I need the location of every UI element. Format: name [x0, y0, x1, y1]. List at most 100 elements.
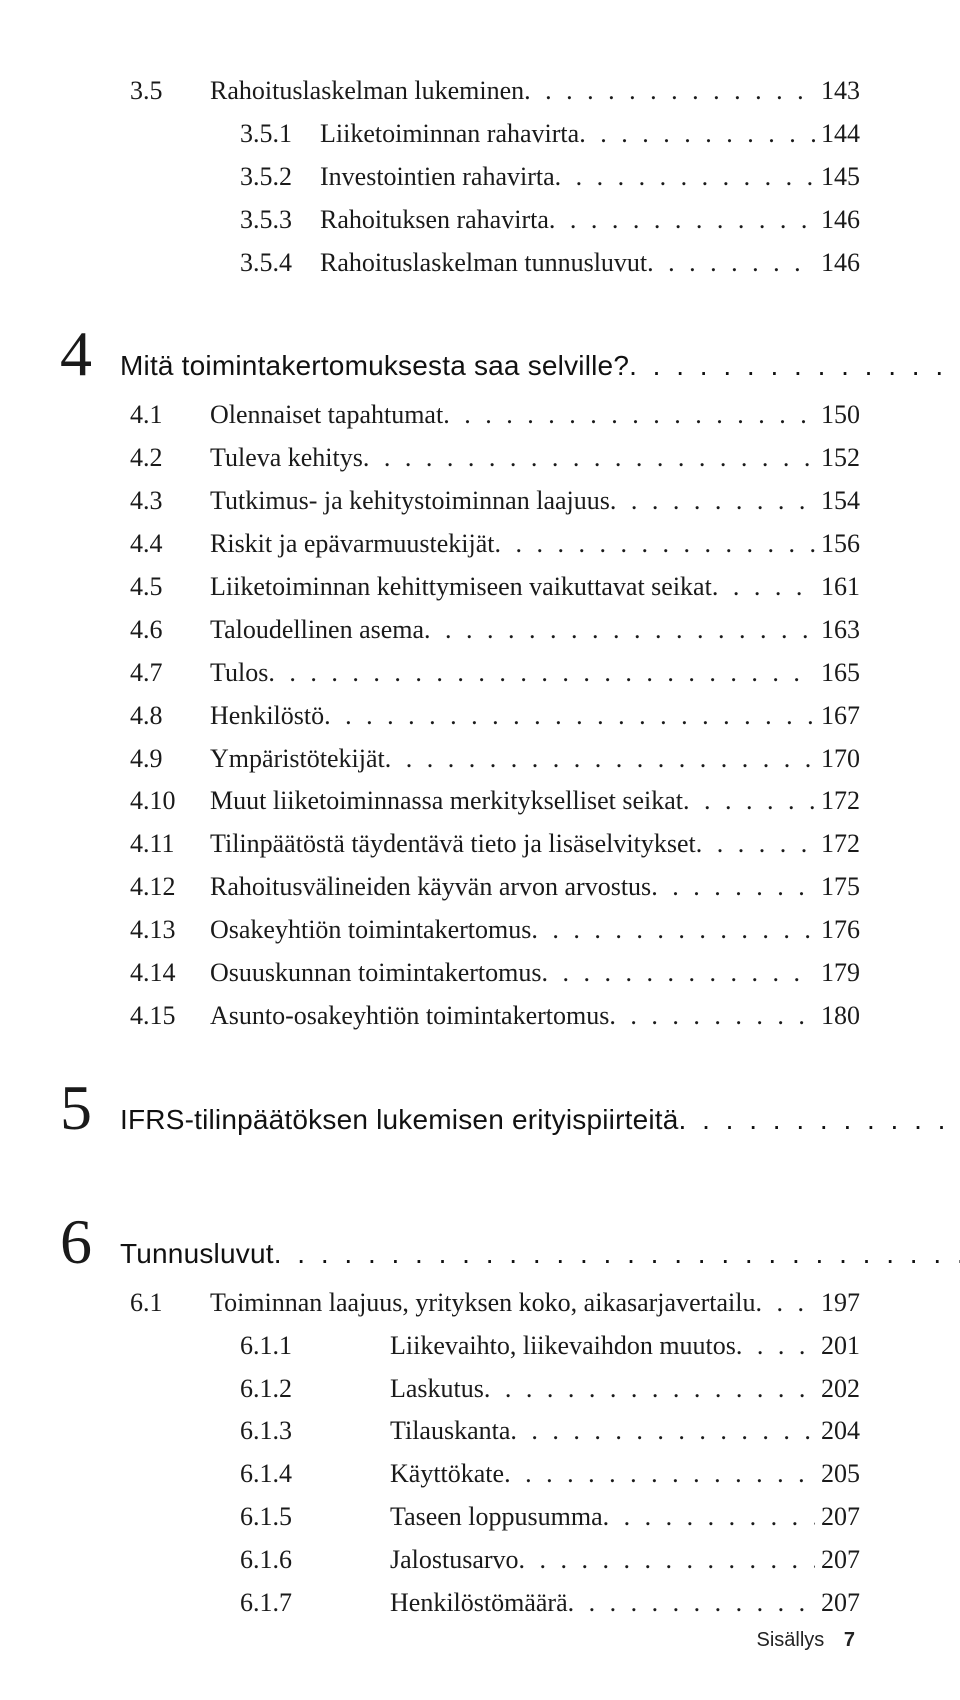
toc-title: Muut liiketoiminnassa merkitykselliset s…	[210, 780, 683, 823]
toc-title: Käyttökate	[390, 1453, 504, 1496]
toc-number: 6.1.4	[130, 1453, 390, 1496]
toc-row: 4.8Henkilöstö 167	[130, 695, 860, 738]
toc-row: 6.1.1Liikevaihto, liikevaihdon muutos201	[130, 1325, 860, 1368]
toc-title: Tuleva kehitys	[210, 437, 363, 480]
toc-dots	[736, 1325, 815, 1368]
chapter-title: Mitä toimintakertomuksesta saa selville?	[120, 350, 629, 382]
toc-row: 6.1 Toiminnan laajuus, yrityksen koko, a…	[130, 1282, 860, 1325]
toc-page: 201	[815, 1325, 860, 1368]
toc-title: Laskutus	[390, 1368, 484, 1411]
toc-page: 202	[815, 1368, 860, 1411]
toc-title: Rahoituslaskelman lukeminen	[210, 70, 524, 113]
toc-dots	[274, 1238, 960, 1270]
toc-title: Olennaiset tapahtumat	[210, 394, 443, 437]
toc-dots	[495, 523, 816, 566]
chapter-row: 6 Tunnusluvut 196	[130, 1210, 860, 1274]
toc-dots	[504, 1453, 815, 1496]
toc-dots	[651, 866, 815, 909]
toc-number: 3.5.3	[240, 199, 320, 242]
toc-row: 6.1.7Henkilöstömäärä207	[130, 1582, 860, 1625]
toc-number: 6.1	[130, 1282, 210, 1325]
toc-number: 4.13	[130, 909, 210, 952]
toc-number: 3.5.2	[240, 156, 320, 199]
toc-number: 4.6	[130, 609, 210, 652]
toc-dots	[609, 995, 815, 1038]
toc-dots	[549, 199, 815, 242]
toc-row: 4.6Taloudellinen asema163	[130, 609, 860, 652]
chapter-row: 4 Mitä toimintakertomuksesta saa selvill…	[130, 322, 860, 386]
toc-page: 172	[815, 780, 860, 823]
toc-dots	[519, 1539, 815, 1582]
toc-title: Liiketoiminnan rahavirta	[320, 113, 579, 156]
toc-row: 6.1.4Käyttökate 205	[130, 1453, 860, 1496]
toc-page: 144	[815, 113, 860, 156]
toc-row: 6.1.2Laskutus 202	[130, 1368, 860, 1411]
toc-row: 3.5.4Rahoituslaskelman tunnusluvut146	[240, 242, 860, 285]
chapter-title: IFRS-tilinpäätöksen lukemisen erityispii…	[120, 1104, 679, 1136]
toc-dots	[647, 242, 815, 285]
toc-dots	[579, 113, 815, 156]
chapter-number: 5	[60, 1076, 120, 1140]
toc-page: 170	[815, 738, 860, 781]
toc-title: Osakeyhtiön toimintakertomus	[210, 909, 531, 952]
toc-page: 179	[815, 952, 860, 995]
toc-page: 154	[815, 480, 860, 523]
toc-number: 4.1	[130, 394, 210, 437]
toc-page: 207	[815, 1496, 860, 1539]
toc-row: 6.1.6Jalostusarvo207	[130, 1539, 860, 1582]
toc-dots	[555, 156, 815, 199]
toc-title: Tutkimus- ja kehitystoiminnan laajuus	[210, 480, 610, 523]
toc-title: Riskit ja epävarmuustekijät	[210, 523, 495, 566]
toc-page: 205	[815, 1453, 860, 1496]
toc-page: 180	[815, 995, 860, 1038]
toc-dots	[683, 780, 815, 823]
toc-row: 3.5.2Investointien rahavirta145	[240, 156, 860, 199]
toc-number: 4.11	[130, 823, 210, 866]
toc-dots	[712, 566, 815, 609]
toc-page: 163	[815, 609, 860, 652]
toc-title: Tilinpäätöstä täydentävä tieto ja lisäse…	[210, 823, 696, 866]
toc-row: 6.1.3Tilauskanta204	[130, 1410, 860, 1453]
toc-row: 4.7Tulos165	[130, 652, 860, 695]
toc-dots	[679, 1104, 960, 1136]
toc-number: 4.4	[130, 523, 210, 566]
chapter-line: Mitä toimintakertomuksesta saa selville?…	[120, 350, 960, 382]
toc-title: Tulos	[210, 652, 268, 695]
toc-row: 4.13Osakeyhtiön toimintakertomus176	[130, 909, 860, 952]
toc-row: 3.5.1Liiketoiminnan rahavirta144	[240, 113, 860, 156]
toc-sublist: 3.5.1Liiketoiminnan rahavirta1443.5.2Inv…	[130, 113, 860, 285]
toc-dots	[510, 1410, 815, 1453]
toc-dots	[424, 609, 815, 652]
footer-page-number: 7	[830, 1629, 855, 1651]
toc-dots	[610, 480, 815, 523]
toc-number: 4.10	[130, 780, 210, 823]
toc-page: 207	[815, 1582, 860, 1625]
toc-number: 4.15	[130, 995, 210, 1038]
toc-title: Liiketoiminnan kehittymiseen vaikuttavat…	[210, 566, 712, 609]
toc-row: 3.5.3Rahoituksen rahavirta146	[240, 199, 860, 242]
toc-title: Osuuskunnan toimintakertomus	[210, 952, 541, 995]
toc-page: 145	[815, 156, 860, 199]
toc-number: 6.1.3	[130, 1410, 390, 1453]
chapter-line: IFRS-tilinpäätöksen lukemisen erityispii…	[120, 1104, 960, 1136]
toc-dots	[524, 70, 815, 113]
toc-row: 4.4Riskit ja epävarmuustekijät 156	[130, 523, 860, 566]
toc-page: 207	[815, 1539, 860, 1582]
toc-page: 165	[815, 652, 860, 695]
toc-page: 167	[815, 695, 860, 738]
toc-dots	[531, 909, 815, 952]
toc-number: 4.5	[130, 566, 210, 609]
toc-page: 146	[815, 242, 860, 285]
toc-number: 4.2	[130, 437, 210, 480]
toc-title: Henkilöstö	[210, 695, 324, 738]
toc-sublist: 4.1Olennaiset tapahtumat1504.2Tuleva keh…	[130, 394, 860, 1037]
chapter-number: 6	[60, 1210, 120, 1274]
toc-dots	[385, 738, 815, 781]
chapter-title: Tunnusluvut	[120, 1238, 274, 1270]
toc-number: 6.1.2	[130, 1368, 390, 1411]
chapter-line: Tunnusluvut 196	[120, 1238, 960, 1270]
toc-page: 156	[815, 523, 860, 566]
toc-number: 4.8	[130, 695, 210, 738]
toc-row: 4.3Tutkimus- ja kehitystoiminnan laajuus…	[130, 480, 860, 523]
toc-row: 4.9Ympäristötekijät170	[130, 738, 860, 781]
